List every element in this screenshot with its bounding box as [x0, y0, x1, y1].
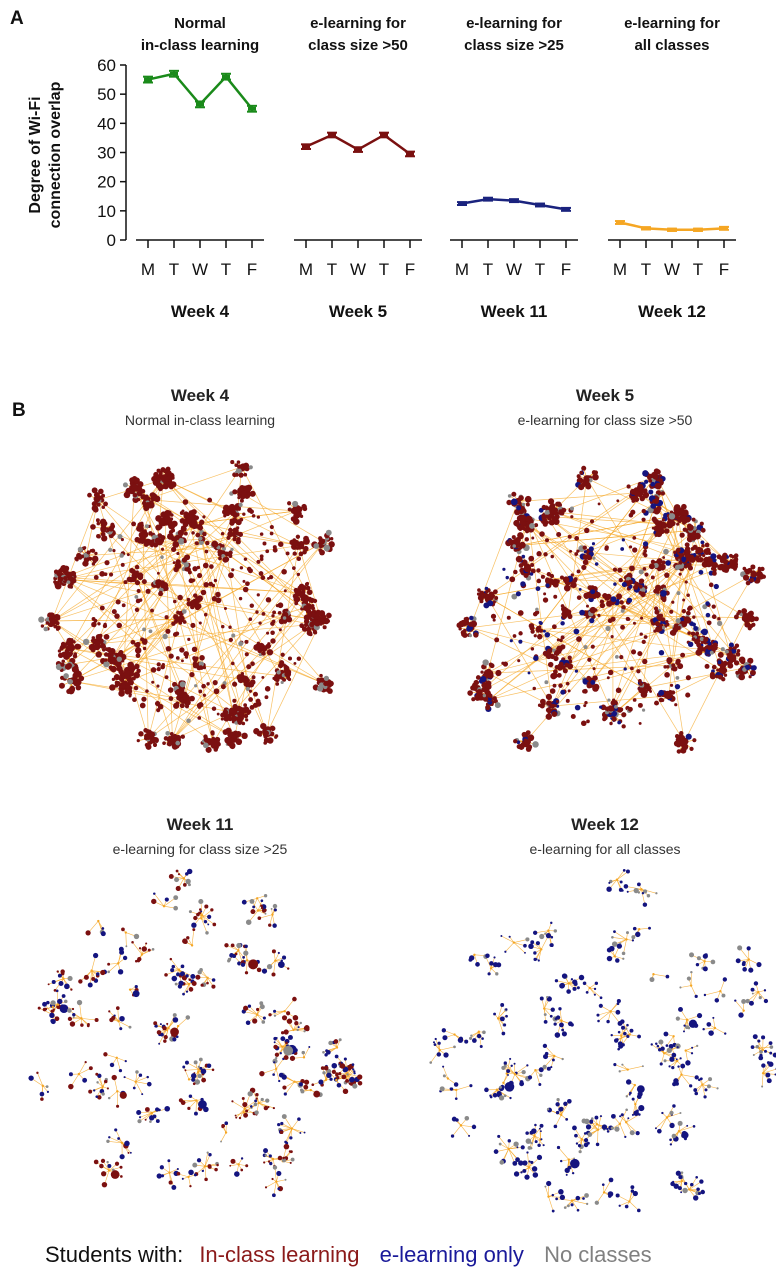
network-title: Week 4 [171, 386, 230, 405]
x-tick-label: W [350, 260, 366, 279]
week-label: Week 12 [638, 302, 706, 321]
x-tick-label: T [379, 260, 389, 279]
data-point [484, 197, 492, 202]
data-point [510, 198, 518, 203]
x-tick-label: T [169, 260, 179, 279]
data-point [302, 144, 310, 149]
data-point [536, 203, 544, 207]
data-point [222, 74, 230, 79]
y-tick-label: 50 [97, 85, 116, 104]
condition-title-line2: class size >25 [464, 37, 564, 54]
condition-title-line2: in-class learning [141, 37, 259, 54]
y-tick-label: 60 [97, 56, 116, 75]
x-tick-label: F [405, 260, 415, 279]
x-tick-label: T [693, 260, 703, 279]
network-subtitle: e-learning for class size >25 [113, 841, 288, 857]
network-nodes [28, 868, 363, 1198]
y-axis-label-line1: Degree of Wi-Fi [27, 96, 44, 213]
y-axis-label-line2: connection overlap [47, 81, 64, 228]
x-tick-label: F [247, 260, 257, 279]
x-tick-label: M [141, 260, 155, 279]
condition-title-line1: e-learning for [310, 15, 406, 32]
data-point [380, 133, 388, 137]
condition-title-line1: Normal [174, 15, 226, 32]
condition-title-line1: e-learning for [624, 15, 720, 32]
week-label: Week 5 [329, 302, 387, 321]
week-label: Week 11 [481, 302, 548, 321]
x-tick-label: T [483, 260, 493, 279]
network-subtitle: Normal in-class learning [125, 412, 275, 428]
week-label: Week 4 [171, 302, 230, 321]
condition-title-line2: all classes [634, 37, 709, 54]
data-point [616, 220, 624, 225]
condition-titles: Normal in-class learning e-learning for cla… [141, 15, 720, 54]
network-subtitle: e-learning for all classes [530, 841, 681, 857]
panel-b-label: B [12, 400, 26, 421]
x-tick-label: W [192, 260, 208, 279]
data-point [170, 71, 178, 76]
data-point [694, 227, 702, 232]
network-title: Week 12 [571, 815, 639, 834]
network-subtitle: e-learning for class size >50 [518, 412, 693, 428]
y-axis-label: Degree of Wi-Fi connection overlap [27, 81, 64, 228]
y-tick-label: 10 [97, 202, 116, 221]
y-axis: 0 10 20 30 40 50 60 [97, 56, 127, 250]
legend-item-no-classes: No classes [544, 1242, 652, 1267]
x-tick-label: T [641, 260, 651, 279]
network-panels: Week 4 Normal in-class learning Week 5 e-le… [28, 386, 776, 1213]
x-tick-label: T [221, 260, 231, 279]
network-edges [430, 870, 776, 1212]
network-title: Week 5 [576, 386, 634, 405]
legend-prefix: Students with: [45, 1242, 183, 1267]
x-tick-label: M [455, 260, 469, 279]
y-tick-label: 30 [97, 144, 116, 163]
condition-title-line1: e-learning for [466, 15, 562, 32]
network-nodes [429, 869, 776, 1213]
data-point [562, 207, 570, 212]
data-point [668, 227, 676, 232]
condition-title-line2: class size >50 [308, 37, 408, 54]
data-point [328, 133, 336, 137]
network-week-4: Week 4 Normal in-class learning [38, 386, 335, 753]
x-tick-label: T [535, 260, 545, 279]
y-tick-label: 0 [107, 231, 116, 250]
network-nodes [38, 460, 335, 753]
data-point [458, 201, 466, 206]
data-point [354, 147, 362, 152]
panel-a-label: A [10, 8, 24, 29]
legend-item-in-class: In-class learning [199, 1242, 359, 1267]
x-tick-label: W [506, 260, 522, 279]
x-tick-label: W [664, 260, 680, 279]
x-tick-label: F [561, 260, 571, 279]
x-tick-label: F [719, 260, 729, 279]
network-nodes [456, 465, 766, 754]
x-tick-label: M [299, 260, 313, 279]
data-point [144, 77, 152, 82]
data-point [196, 102, 204, 107]
legend-item-e-learning: e-learning only [380, 1242, 524, 1267]
network-title: Week 11 [167, 815, 234, 834]
data-point [642, 226, 650, 231]
network-week-12: Week 12 e-learning for all classes [429, 815, 776, 1213]
data-point [406, 151, 414, 156]
y-tick-label: 40 [97, 114, 116, 133]
data-point [248, 106, 256, 111]
network-week-11: Week 11 e-learning for class size >25 [28, 815, 363, 1198]
network-week-5: Week 5 e-learning for class size >50 [456, 386, 766, 754]
legend: Students with: In-class learning e-learn… [45, 1242, 652, 1267]
x-tick-label: T [327, 260, 337, 279]
y-tick-label: 20 [97, 173, 116, 192]
x-tick-label: M [613, 260, 627, 279]
data-point [720, 226, 728, 231]
